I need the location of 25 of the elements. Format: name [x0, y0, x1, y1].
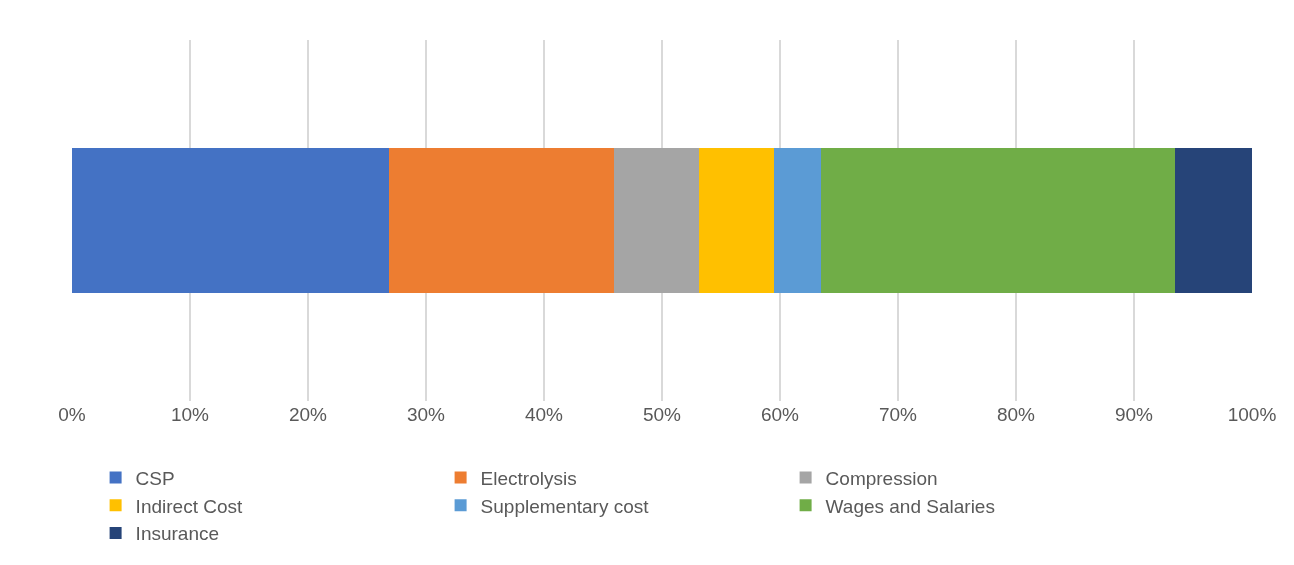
bar — [1175, 148, 1252, 293]
legend-label: Supplementary cost — [480, 495, 650, 517]
x-tick-label: 20% — [288, 404, 328, 425]
bar — [821, 148, 1176, 293]
legend-label: CSP — [135, 468, 175, 490]
bar — [613, 148, 699, 293]
x-tick-label: 40% — [524, 404, 564, 425]
legend-label: Wages and Salaries — [825, 495, 995, 517]
x-tick-label: 70% — [878, 404, 918, 425]
x-tick-label: 10% — [170, 404, 210, 425]
bar — [774, 148, 822, 293]
bar — [389, 148, 614, 293]
x-tick-label: 50% — [642, 404, 682, 425]
x-tick-label: 90% — [1114, 404, 1154, 425]
legend-label: Insurance — [135, 523, 220, 545]
x-tick-label: 0% — [58, 404, 86, 425]
x-tick-label: 100% — [1227, 404, 1277, 425]
legend-label: Compression — [825, 468, 938, 490]
x-tick-label: 60% — [760, 404, 800, 425]
legend-label: Electrolysis — [480, 468, 577, 490]
bar — [698, 148, 775, 293]
x-tick-label: 30% — [406, 404, 446, 425]
legend-label: Indirect Cost — [135, 495, 243, 517]
x-tick-label: 80% — [996, 404, 1036, 425]
bar — [72, 148, 390, 293]
